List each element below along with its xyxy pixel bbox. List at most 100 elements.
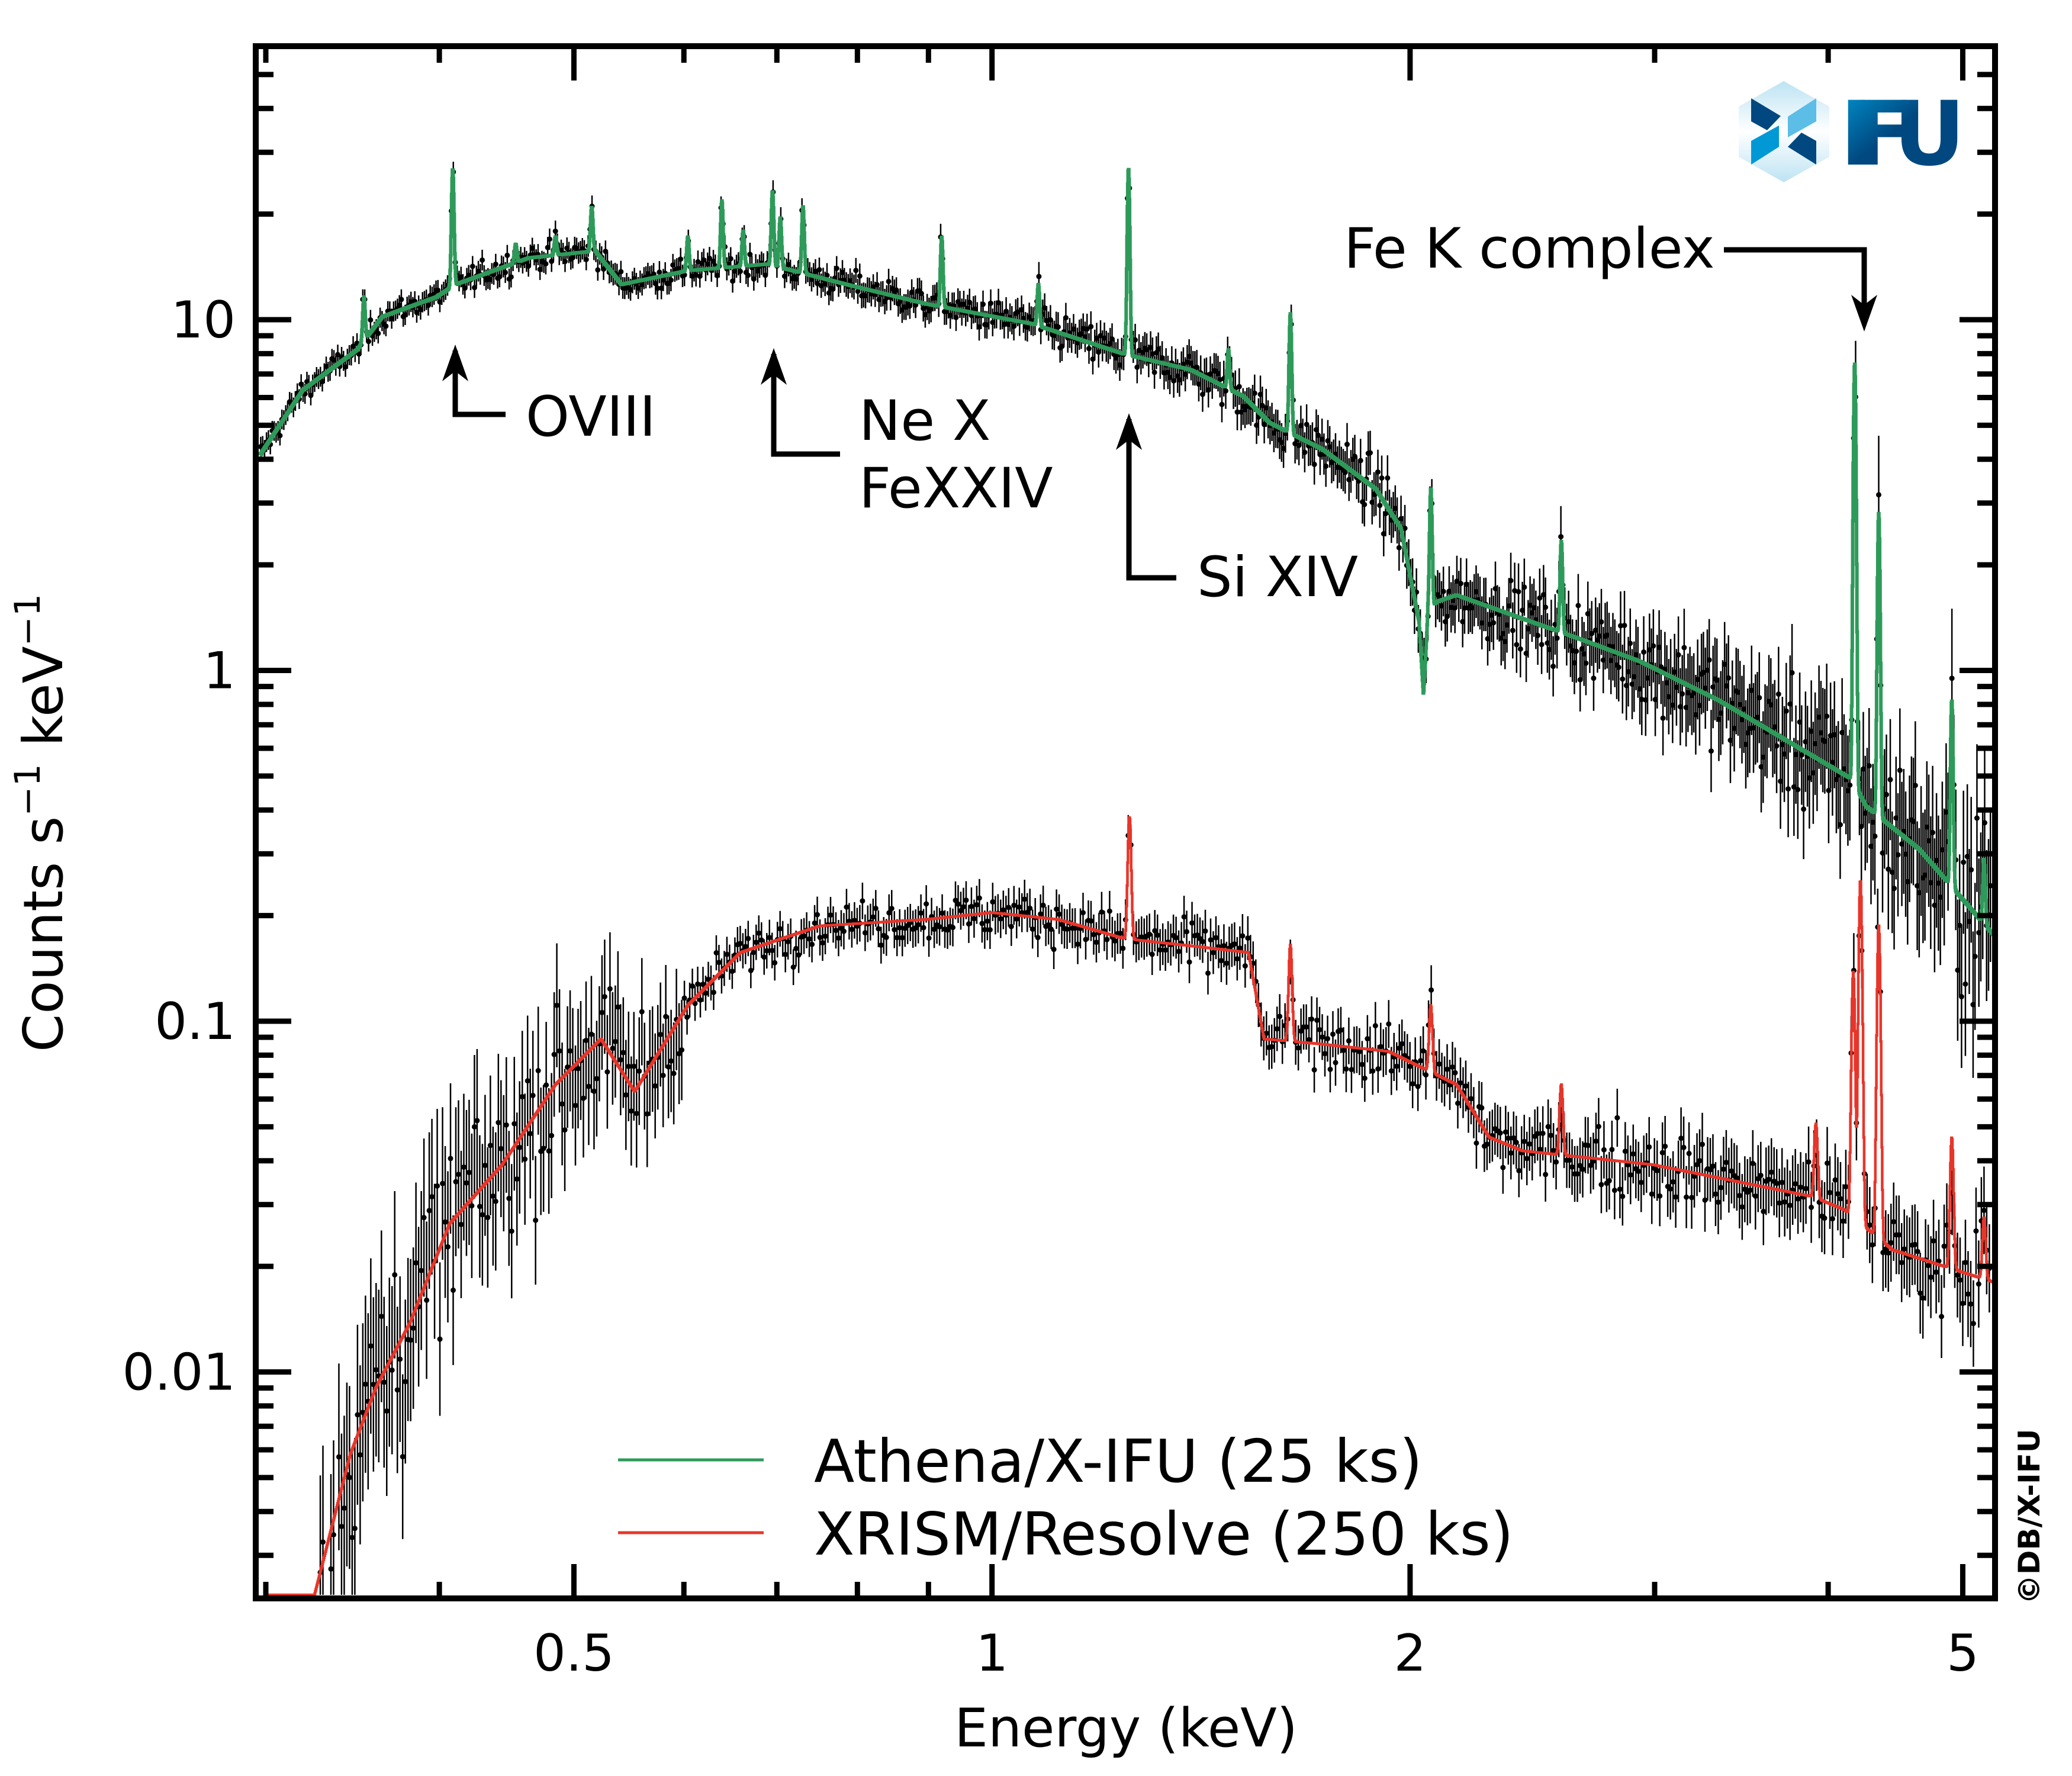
data-marker bbox=[915, 922, 921, 928]
data-point bbox=[1497, 1106, 1503, 1160]
data-point bbox=[511, 1057, 517, 1191]
data-point bbox=[1349, 1046, 1354, 1093]
data-point bbox=[1646, 1117, 1652, 1177]
data-point bbox=[950, 908, 956, 947]
data-marker bbox=[998, 916, 1003, 922]
data-marker bbox=[1646, 1144, 1652, 1150]
data-point bbox=[1707, 1138, 1713, 1202]
data-marker bbox=[398, 297, 404, 303]
nex-arrow-line bbox=[771, 354, 840, 457]
data-point bbox=[519, 1031, 525, 1163]
data-marker bbox=[1822, 1215, 1828, 1221]
data-point bbox=[862, 914, 868, 951]
data-marker bbox=[1377, 503, 1383, 509]
data-point bbox=[963, 881, 969, 919]
data-marker bbox=[1729, 1168, 1735, 1174]
data-marker bbox=[535, 1068, 541, 1074]
oviii-label: OVIII bbox=[526, 385, 656, 449]
data-marker bbox=[607, 986, 613, 992]
data-marker bbox=[812, 920, 818, 926]
data-marker bbox=[1920, 1295, 1926, 1301]
data-point bbox=[1822, 1182, 1828, 1254]
data-marker bbox=[1245, 935, 1251, 941]
data-marker bbox=[1891, 1219, 1897, 1225]
data-marker bbox=[1090, 932, 1096, 938]
data-marker bbox=[1064, 926, 1070, 932]
data-marker bbox=[1370, 1068, 1376, 1074]
data-point bbox=[485, 1147, 491, 1288]
data-marker bbox=[339, 1523, 345, 1529]
data-marker bbox=[777, 926, 783, 932]
data-point bbox=[469, 1133, 475, 1278]
data-marker bbox=[1917, 1290, 1923, 1296]
data-marker bbox=[585, 1083, 591, 1089]
data-point bbox=[1622, 1122, 1628, 1181]
data-point bbox=[362, 1295, 368, 1473]
data-marker bbox=[437, 1336, 443, 1342]
data-marker bbox=[1240, 933, 1246, 939]
data-point bbox=[1795, 1164, 1801, 1234]
data-marker bbox=[1029, 926, 1035, 932]
data-marker bbox=[588, 1031, 594, 1037]
data-marker bbox=[679, 1047, 685, 1053]
data-point bbox=[1163, 929, 1169, 971]
data-point bbox=[742, 928, 748, 964]
data-marker bbox=[921, 925, 926, 931]
data-marker bbox=[591, 1088, 597, 1094]
data-marker bbox=[429, 1193, 435, 1199]
data-marker bbox=[1930, 829, 1936, 835]
data-marker bbox=[853, 268, 859, 274]
data-marker bbox=[1063, 315, 1069, 321]
data-point bbox=[620, 997, 626, 1108]
data-marker bbox=[639, 1009, 645, 1015]
data-marker bbox=[1086, 346, 1092, 352]
data-point bbox=[610, 992, 616, 1105]
data-marker bbox=[668, 277, 674, 283]
data-marker bbox=[785, 939, 791, 945]
data-marker bbox=[809, 941, 815, 947]
data-point bbox=[953, 881, 958, 919]
data-point bbox=[1458, 1057, 1463, 1109]
data-marker bbox=[1702, 1197, 1708, 1203]
data-point bbox=[403, 1299, 408, 1464]
data-marker bbox=[503, 1122, 509, 1128]
data-point bbox=[1729, 1138, 1735, 1204]
data-marker bbox=[397, 1356, 403, 1362]
data-marker bbox=[1641, 649, 1647, 655]
data-point bbox=[1920, 1257, 1926, 1339]
data-point bbox=[806, 921, 812, 957]
data-marker bbox=[1539, 642, 1545, 648]
data-marker bbox=[1399, 1041, 1405, 1047]
data-point bbox=[1237, 926, 1243, 970]
x-tick-label: 1 bbox=[976, 1624, 1008, 1683]
data-point bbox=[551, 992, 557, 1117]
data-point bbox=[1768, 1138, 1774, 1206]
data-point bbox=[559, 1043, 565, 1166]
data-marker bbox=[982, 926, 987, 932]
data-marker bbox=[1452, 1070, 1458, 1076]
data-marker bbox=[633, 1111, 639, 1117]
data-marker bbox=[1428, 987, 1434, 993]
data-marker bbox=[1840, 1218, 1846, 1224]
data-marker bbox=[1566, 1157, 1572, 1163]
data-marker bbox=[1801, 806, 1807, 812]
data-marker bbox=[604, 1069, 610, 1075]
data-marker bbox=[1895, 852, 1901, 858]
data-marker bbox=[1346, 1038, 1352, 1044]
data-marker bbox=[562, 259, 568, 265]
data-point bbox=[1418, 1036, 1424, 1086]
data-marker bbox=[1365, 1036, 1370, 1042]
data-marker bbox=[1795, 1196, 1801, 1202]
data-point bbox=[1686, 1122, 1692, 1185]
data-marker bbox=[599, 1009, 605, 1015]
data-point bbox=[870, 898, 876, 935]
data-point bbox=[976, 879, 982, 918]
data-point bbox=[480, 249, 485, 271]
data-marker bbox=[1314, 1017, 1320, 1023]
data-point bbox=[1787, 1170, 1793, 1240]
legend-label-xrism: XRISM/Resolve (250 ks) bbox=[814, 1500, 1514, 1569]
data-point bbox=[1825, 1127, 1830, 1199]
data-marker bbox=[1902, 1246, 1907, 1252]
data-point bbox=[1543, 1147, 1549, 1202]
data-point bbox=[562, 1069, 568, 1191]
